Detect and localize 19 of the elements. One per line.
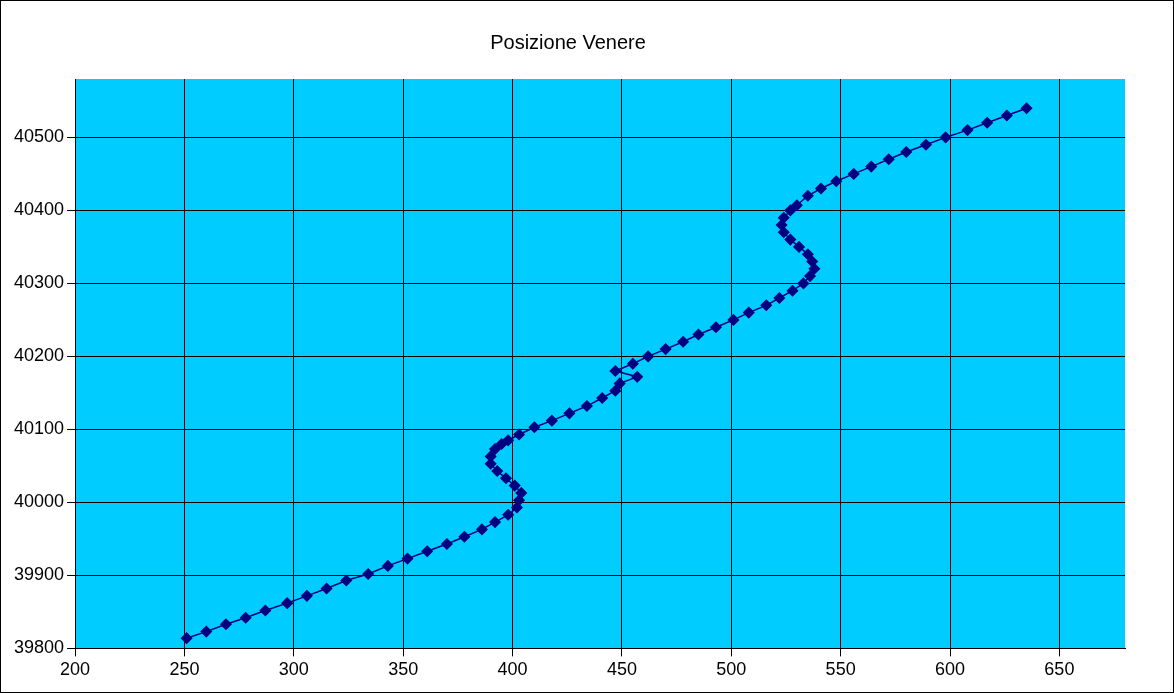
y-tick-label: 40200 xyxy=(13,345,65,366)
x-tick-label: 600 xyxy=(934,659,966,680)
x-tick-label: 500 xyxy=(716,659,747,680)
y-tick-label: 39800 xyxy=(13,637,65,658)
y-tick-label: 39900 xyxy=(13,564,65,585)
chart-title: Posizione Venere xyxy=(490,30,646,53)
x-tick-label: 200 xyxy=(60,659,91,680)
x-tick-label: 400 xyxy=(497,659,528,680)
y-tick-label: 40000 xyxy=(13,491,65,512)
x-tick-label: 650 xyxy=(1044,659,1075,680)
x-tick-label: 300 xyxy=(278,659,309,680)
y-tick-label: 40500 xyxy=(13,126,65,147)
x-tick-label: 450 xyxy=(606,659,637,680)
x-tick-label: 350 xyxy=(388,659,419,680)
y-tick-label: 40400 xyxy=(13,199,65,220)
y-tick-label: 40300 xyxy=(13,272,65,293)
x-tick-label: 550 xyxy=(825,659,856,680)
y-tick-label: 40100 xyxy=(13,418,65,439)
x-tick-label: 250 xyxy=(169,659,200,680)
